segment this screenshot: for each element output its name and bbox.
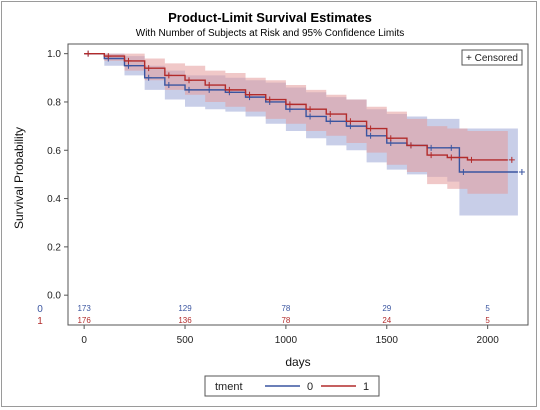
- chart-subtitle: With Number of Subjects at Risk and 95% …: [135, 28, 405, 39]
- ci-band-series-0: [84, 53, 518, 218]
- censor-mark-series-1: [85, 50, 92, 57]
- y-tick-label: 0.8: [47, 97, 61, 108]
- legend-label-series-0: 0: [307, 381, 313, 393]
- censor-mark-series-1: [105, 53, 112, 60]
- chart-title: Product-Limit Survival Estimates: [168, 10, 372, 25]
- at-risk-count: 176: [77, 316, 91, 325]
- censor-mark-series-1: [226, 86, 233, 93]
- censor-mark-series-0: [460, 169, 467, 175]
- censor-mark-series-1: [407, 142, 414, 149]
- censor-mark-series-1: [387, 135, 394, 142]
- x-tick-label: 500: [177, 335, 194, 346]
- at-risk-count: 78: [281, 304, 290, 313]
- x-tick-label: 0: [81, 335, 87, 346]
- censored-legend-label: + Censored: [466, 53, 518, 64]
- y-tick-label: 0.6: [47, 146, 61, 157]
- censor-mark-series-1: [186, 77, 193, 84]
- censor-mark-series-1: [327, 111, 334, 118]
- at-risk-count: 5: [485, 304, 490, 313]
- censored-legend-box: [461, 49, 523, 66]
- censor-mark-series-1: [206, 82, 213, 89]
- at-risk-count: 5: [485, 316, 490, 325]
- y-tick-label: 0.2: [47, 242, 61, 253]
- censor-mark-series-1: [508, 156, 515, 163]
- x-tick-label: 2000: [477, 335, 500, 346]
- x-axis-label: days: [285, 355, 310, 369]
- at-risk-count: 29: [382, 304, 391, 313]
- y-tick-label: 1.0: [47, 49, 61, 60]
- ci-band-series-1: [84, 53, 508, 194]
- y-axis-label: Survival Probability: [12, 127, 26, 229]
- censor-mark-series-1: [145, 65, 152, 72]
- censor-mark-series-1: [165, 72, 172, 79]
- at-risk-count: 173: [77, 304, 91, 313]
- at-risk-count: 129: [178, 304, 192, 313]
- at-risk-count: 78: [281, 316, 290, 325]
- at-risk-count: 24: [382, 316, 391, 325]
- y-tick-label: 0.0: [47, 291, 61, 302]
- censor-mark-series-0: [428, 144, 435, 151]
- censor-mark-series-0: [327, 118, 334, 125]
- x-tick-label: 1000: [275, 335, 298, 346]
- plot-border: [67, 43, 529, 326]
- censor-mark-series-0: [145, 74, 152, 81]
- censor-mark-series-1: [428, 152, 435, 159]
- censor-mark-series-0: [518, 169, 525, 175]
- censor-mark-series-1: [307, 106, 314, 113]
- y-tick-label: 0.4: [47, 194, 61, 205]
- censor-mark-series-1: [266, 96, 273, 103]
- censor-mark-series-1: [448, 154, 455, 161]
- at-risk-group-label: 1: [37, 316, 43, 327]
- at-risk-count: 136: [178, 316, 192, 325]
- censor-mark-series-0: [186, 86, 193, 93]
- censor-mark-series-0: [165, 82, 172, 89]
- censor-mark-series-1: [468, 156, 475, 163]
- x-tick-label: 1500: [376, 335, 399, 346]
- survival-line-series-1: [84, 52, 508, 161]
- censor-mark-series-0: [307, 113, 314, 120]
- censor-mark-series-1: [125, 57, 132, 64]
- censor-mark-series-1: [286, 101, 293, 108]
- censor-mark-series-1: [347, 118, 354, 125]
- legend-title: tment: [215, 381, 243, 393]
- censor-mark-series-1: [367, 125, 374, 132]
- censor-mark-series-0: [448, 144, 455, 151]
- legend-label-series-1: 1: [363, 381, 369, 393]
- censor-mark-series-0: [367, 132, 374, 139]
- censor-mark-series-1: [246, 91, 253, 98]
- at-risk-group-label: 0: [37, 304, 43, 315]
